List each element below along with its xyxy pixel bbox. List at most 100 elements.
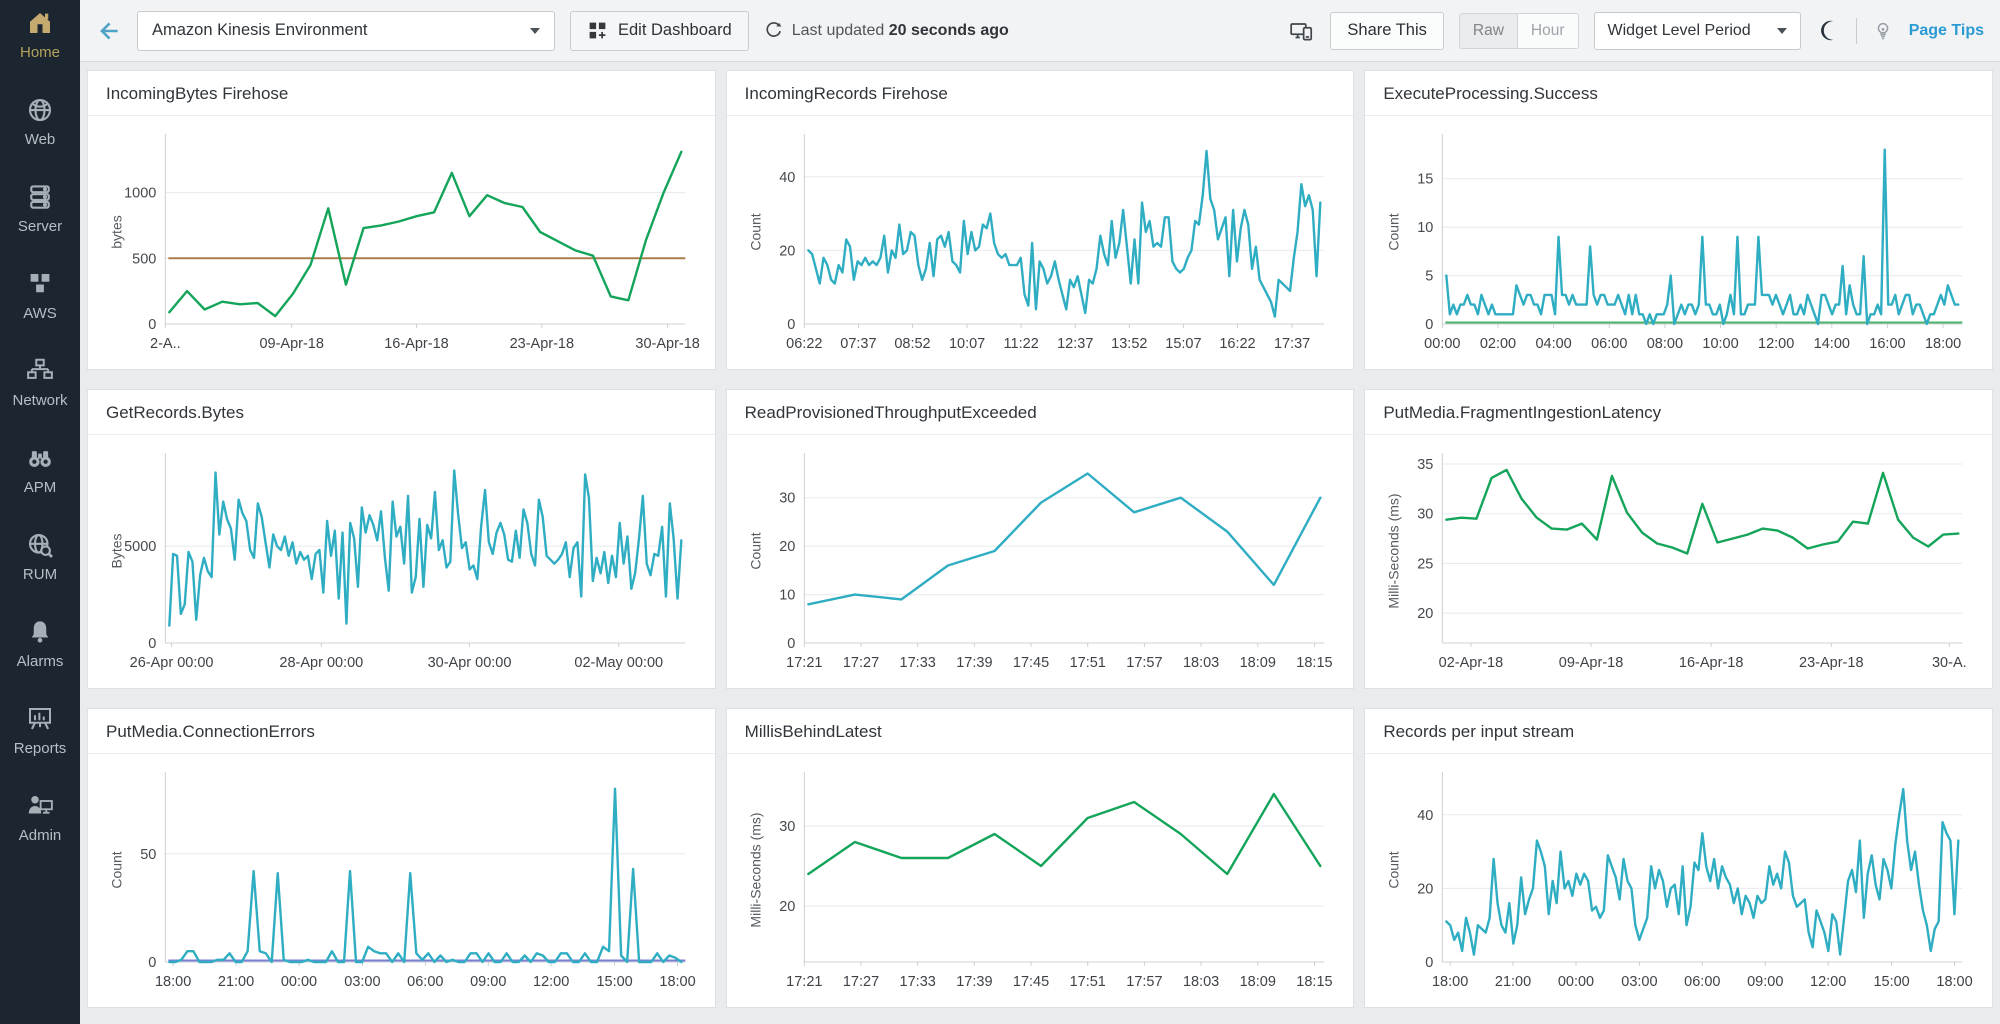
svg-text:10:00: 10:00 — [1703, 336, 1739, 352]
svg-text:17:21: 17:21 — [786, 974, 822, 990]
chart-area[interactable]: 20 25 30 35 02-Apr-18 09-Apr-18 16-Apr-18 23-Ap… — [1365, 435, 1992, 681]
svg-text:40: 40 — [1418, 808, 1434, 824]
sidebar-item-web[interactable]: Web — [0, 95, 80, 148]
svg-text:18:09: 18:09 — [1239, 655, 1275, 671]
dark-mode-moon-icon[interactable] — [1816, 18, 1841, 43]
svg-text:1000: 1000 — [124, 186, 156, 202]
dashboard-grid: IncomingBytes Firehose 0 500 1000 2-A.. 09-A… — [80, 62, 2000, 1016]
svg-text:0: 0 — [1426, 955, 1434, 971]
lightbulb-icon[interactable] — [1872, 20, 1894, 42]
sidebar-item-label: Admin — [18, 827, 62, 844]
sidebar-item-label: AWS — [23, 305, 57, 322]
svg-text:30-Apr 00:00: 30-Apr 00:00 — [428, 655, 512, 671]
sidebar-item-aws[interactable]: AWS — [0, 269, 80, 322]
edit-dashboard-label: Edit Dashboard — [618, 21, 732, 39]
svg-text:10: 10 — [779, 588, 795, 604]
bell-icon — [31, 621, 49, 643]
svg-text:18:15: 18:15 — [1296, 974, 1332, 990]
chart-area[interactable]: 0 5 10 15 00:00 02:00 04:00 06:00 08:00 10:00 12:0… — [1365, 116, 1992, 362]
svg-text:50: 50 — [140, 847, 156, 863]
sidebar-item-label: RUM — [22, 566, 58, 583]
svg-text:07:37: 07:37 — [840, 336, 876, 352]
sidebar-item-label: Home — [19, 44, 60, 61]
chart-area[interactable]: 0 10 20 30 17:21 17:27 17:33 17:39 17:45 17:51 17:… — [727, 435, 1354, 681]
svg-text:5000: 5000 — [124, 539, 156, 555]
widget-putmedia-fragmentingestionlatency: PutMedia.FragmentIngestionLatency 20 25 30… — [1364, 389, 1993, 689]
sidebar-item-home[interactable]: Home — [0, 8, 80, 61]
share-this-button[interactable]: Share This — [1330, 11, 1444, 50]
sidebar-item-reports[interactable]: Reports — [0, 704, 80, 757]
edit-dashboard-button[interactable]: Edit Dashboard — [570, 10, 749, 51]
svg-text:Milli-Seconds (ms): Milli-Seconds (ms) — [1386, 493, 1402, 608]
toggle-hour[interactable]: Hour — [1517, 13, 1578, 48]
svg-text:12:00: 12:00 — [533, 974, 569, 990]
refresh-icon[interactable] — [764, 21, 783, 40]
sidebar-item-server[interactable]: Server — [0, 182, 80, 235]
raw-hour-toggle: Raw Hour — [1458, 12, 1579, 49]
svg-text:06:00: 06:00 — [407, 974, 443, 990]
back-icon[interactable] — [96, 18, 122, 44]
widget-incomingrecords-firehose: IncomingRecords Firehose 0 20 40 06:22 07:37… — [725, 70, 1355, 370]
widget-millisbehindlatest: MillisBehindLatest 20 30 17:21 17:27 17:33 17… — [725, 708, 1355, 1008]
sidebar-item-alarms[interactable]: Alarms — [0, 617, 80, 670]
page-tips-link[interactable]: Page Tips — [1908, 21, 1984, 39]
last-updated-text: Last updated 20 seconds ago — [791, 21, 1009, 39]
svg-text:18:00: 18:00 — [1432, 974, 1468, 990]
chart-area[interactable]: 0 20 40 06:22 07:37 08:52 10:07 11:22 12:37 13:52… — [727, 116, 1354, 362]
sidebar-item-admin[interactable]: Admin — [0, 791, 80, 844]
svg-text:17:39: 17:39 — [956, 655, 992, 671]
svg-text:16-Apr-18: 16-Apr-18 — [384, 336, 448, 352]
svg-text:15: 15 — [1418, 172, 1434, 188]
svg-text:11:22: 11:22 — [1003, 336, 1038, 352]
svg-text:17:51: 17:51 — [1069, 655, 1105, 671]
svg-text:17:27: 17:27 — [843, 655, 879, 671]
svg-text:18:00: 18:00 — [155, 974, 191, 990]
widget-executeprocessing-success: ExecuteProcessing.Success 0 5 10 15 00:00 02:… — [1364, 70, 1993, 370]
svg-text:06:00: 06:00 — [1685, 974, 1721, 990]
widget-level-period-value: Widget Level Period — [1607, 21, 1751, 39]
svg-text:16-Apr-18: 16-Apr-18 — [1679, 655, 1743, 671]
widget-level-period-select[interactable]: Widget Level Period — [1593, 11, 1801, 50]
svg-text:00:00: 00:00 — [1558, 974, 1594, 990]
svg-text:0: 0 — [148, 955, 156, 971]
toggle-raw[interactable]: Raw — [1459, 13, 1518, 48]
svg-text:02-Apr-18: 02-Apr-18 — [1439, 655, 1503, 671]
main-content: Amazon Kinesis Environment Edit Dashboar… — [80, 0, 2000, 1024]
devices-icon[interactable] — [1289, 18, 1315, 44]
svg-text:09:00: 09:00 — [470, 974, 506, 990]
widget-title: PutMedia.ConnectionErrors — [88, 709, 715, 754]
chart-area[interactable]: 0 5000 26-Apr 00:00 28-Apr 00:00 30-Apr 00:0… — [88, 435, 715, 681]
svg-text:35: 35 — [1418, 457, 1434, 473]
svg-text:Milli-Seconds (ms): Milli-Seconds (ms) — [747, 812, 763, 927]
sidebar-item-label: Alarms — [16, 653, 64, 670]
chart-area[interactable]: 0 20 40 18:00 21:00 00:00 03:00 06:00 09:00 12:00… — [1365, 754, 1992, 1000]
chart-area[interactable]: 0 50 18:00 21:00 00:00 03:00 06:00 09:00 12:00 15… — [88, 754, 715, 1000]
sidebar-item-apm[interactable]: APM — [0, 443, 80, 496]
svg-text:20: 20 — [1418, 606, 1434, 622]
chart-area[interactable]: 0 500 1000 2-A.. 09-Apr-18 16-Apr-18 23-Apr-18… — [88, 116, 715, 362]
svg-text:08:00: 08:00 — [1647, 336, 1683, 352]
svg-text:02-May 00:00: 02-May 00:00 — [574, 655, 663, 671]
svg-text:20: 20 — [779, 899, 795, 915]
svg-text:30-Apr-18: 30-Apr-18 — [635, 336, 699, 352]
svg-text:15:07: 15:07 — [1165, 336, 1201, 352]
widget-getrecords-bytes: GetRecords.Bytes 0 5000 26-Apr 00:00 28-Apr… — [87, 389, 716, 689]
svg-text:18:00: 18:00 — [659, 974, 695, 990]
svg-text:18:03: 18:03 — [1183, 974, 1219, 990]
widget-records-per-input-stream: Records per input stream 0 20 40 18:00 21:00… — [1364, 708, 1993, 1008]
sidebar-item-label: Reports — [13, 740, 67, 757]
sidebar-item-rum[interactable]: RUM — [0, 530, 80, 583]
widget-readprovisionedthroughputexceeded: ReadProvisionedThroughputExceeded 0 10 20 3… — [725, 389, 1355, 689]
svg-text:25: 25 — [1418, 556, 1434, 572]
svg-text:17:45: 17:45 — [1013, 974, 1049, 990]
environment-select[interactable]: Amazon Kinesis Environment — [137, 10, 555, 51]
svg-text:28-Apr 00:00: 28-Apr 00:00 — [279, 655, 363, 671]
sidebar-item-network[interactable]: Network — [0, 356, 80, 409]
network-icon — [27, 358, 53, 379]
environment-select-value: Amazon Kinesis Environment — [152, 21, 368, 39]
svg-text:26-Apr 00:00: 26-Apr 00:00 — [130, 655, 214, 671]
chart-area[interactable]: 20 30 17:21 17:27 17:33 17:39 17:45 17:51 17:57 1… — [727, 754, 1354, 1000]
globe-magnifier-icon — [28, 533, 53, 558]
svg-text:23-Apr-18: 23-Apr-18 — [1799, 655, 1863, 671]
svg-text:Bytes: Bytes — [108, 533, 124, 568]
